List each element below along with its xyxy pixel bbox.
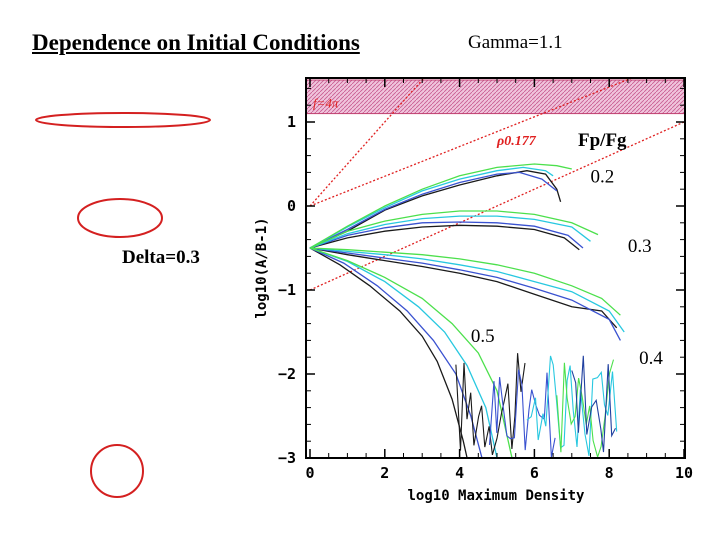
x-tick-label: 2 bbox=[380, 464, 389, 482]
ref-line-steep-ref bbox=[309, 78, 425, 207]
series-line-04-11 bbox=[309, 247, 621, 316]
y-tick-label: −1 bbox=[278, 281, 296, 299]
y-tick-label: −2 bbox=[278, 365, 296, 383]
series-line-03-6 bbox=[309, 215, 591, 249]
shaded-band bbox=[305, 79, 686, 115]
band-label: f=4π bbox=[313, 96, 339, 111]
series-line-02-1 bbox=[309, 171, 558, 249]
slide-title: Dependence on Initial Conditions bbox=[32, 30, 360, 55]
series-line-02-2 bbox=[309, 166, 554, 249]
curve-label-03: 0.3 bbox=[628, 236, 652, 257]
curve-label-02: 0.2 bbox=[591, 166, 615, 187]
x-tick-label: 6 bbox=[530, 464, 539, 482]
x-axis-label: log10 Maximum Density bbox=[407, 488, 585, 504]
series-line-03-7 bbox=[309, 210, 599, 249]
series-line-02-0 bbox=[309, 170, 562, 249]
y-tick-label: 1 bbox=[287, 113, 296, 131]
ref-line-rho-0.177 bbox=[309, 78, 634, 207]
series-line-04-10 bbox=[309, 247, 625, 333]
ref-line-shallow-ref bbox=[309, 121, 685, 291]
series-line-03-4 bbox=[309, 224, 580, 251]
y-tick-label: −3 bbox=[278, 449, 296, 467]
curve-label-05: 0.5 bbox=[471, 326, 495, 347]
oblate-ellipse-shape bbox=[77, 198, 163, 238]
initial-shapes bbox=[35, 112, 211, 498]
x-tick-label: 10 bbox=[675, 464, 693, 482]
flat-ellipse-shape bbox=[35, 112, 211, 128]
series-line-04-8 bbox=[309, 247, 618, 329]
series-line-05-14 bbox=[309, 247, 498, 458]
x-tick-label: 8 bbox=[605, 464, 614, 482]
noise-trace-3 bbox=[556, 359, 615, 458]
rho-ref-label: ρ0.177 bbox=[496, 134, 537, 149]
series-line-03-5 bbox=[309, 221, 584, 249]
y-tick-label: 0 bbox=[287, 197, 296, 215]
series-line-05-15 bbox=[309, 247, 513, 458]
series-line-02-3 bbox=[309, 163, 572, 249]
y-axis-label: log10(A/B-1) bbox=[254, 217, 270, 318]
plot-frame bbox=[305, 77, 686, 459]
delta-label: Delta=0.3 bbox=[122, 247, 200, 268]
legend-title: Fp/Fg bbox=[578, 130, 627, 151]
curve-label-04: 0.4 bbox=[639, 348, 663, 369]
circle-shape bbox=[90, 444, 144, 498]
series-line-05-13 bbox=[309, 247, 483, 458]
noise-trace-2 bbox=[526, 355, 618, 456]
noise-trace-0 bbox=[455, 353, 526, 456]
x-tick-label: 4 bbox=[455, 464, 464, 482]
x-tick-label: 0 bbox=[305, 464, 314, 482]
noise-trace-4 bbox=[571, 355, 616, 453]
gamma-label: Gamma=1.1 bbox=[468, 32, 563, 53]
series-line-04-9 bbox=[309, 247, 621, 341]
